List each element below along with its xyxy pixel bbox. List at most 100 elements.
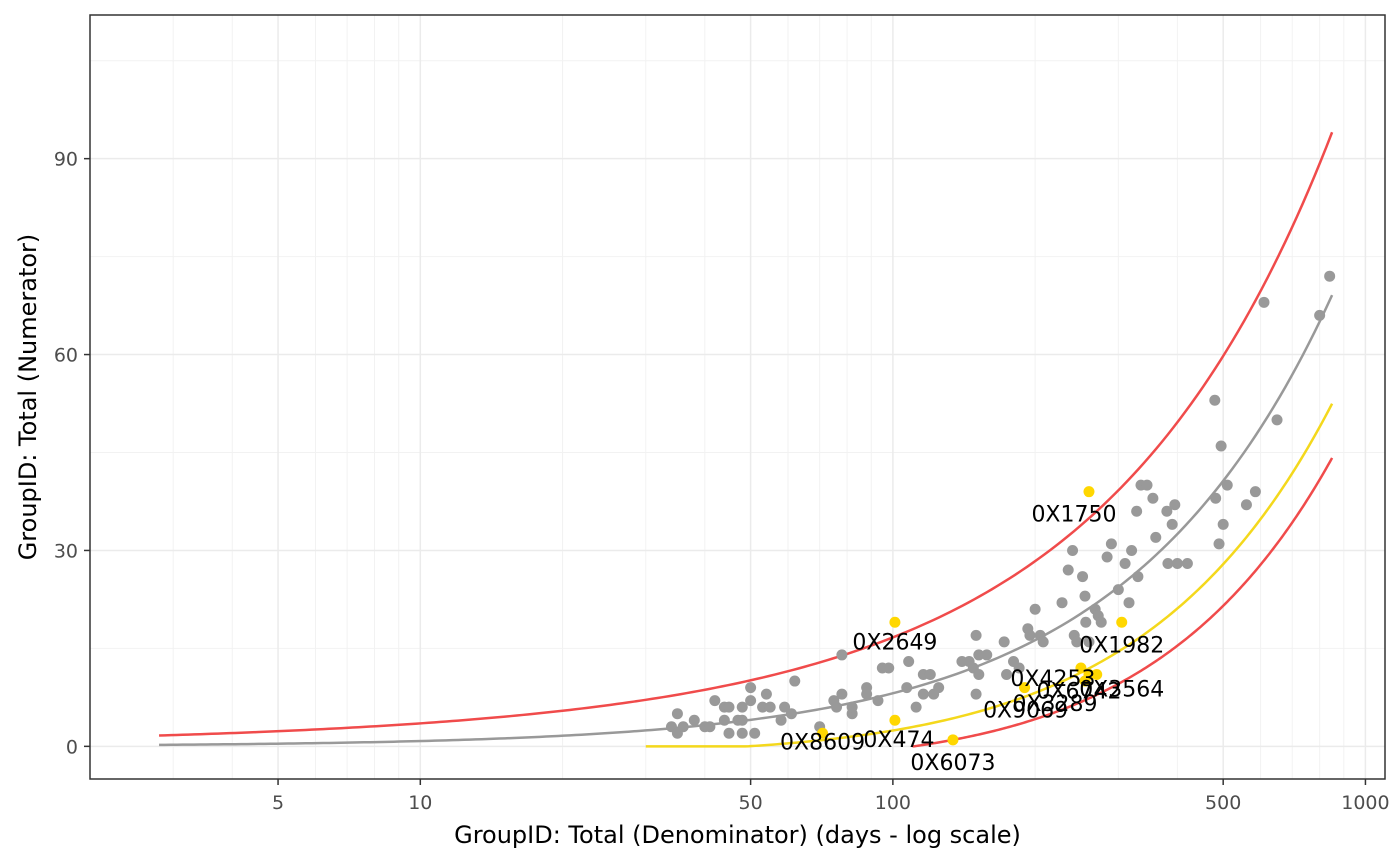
highlighted-point bbox=[1075, 662, 1087, 674]
data-point bbox=[749, 727, 761, 739]
data-point bbox=[1213, 538, 1225, 550]
data-point bbox=[1166, 518, 1178, 530]
data-point bbox=[745, 682, 757, 694]
data-point bbox=[1132, 571, 1144, 583]
minor-gridlines bbox=[90, 15, 1385, 779]
data-point bbox=[745, 695, 757, 707]
data-point bbox=[883, 662, 895, 674]
data-point bbox=[736, 727, 748, 739]
data-point bbox=[718, 714, 730, 726]
data-point bbox=[1101, 551, 1113, 563]
data-point bbox=[704, 721, 716, 733]
point-label: 0X9069 bbox=[983, 699, 1068, 724]
point-label: 0X4253 bbox=[1010, 667, 1095, 692]
data-point bbox=[1112, 584, 1124, 596]
data-point bbox=[1119, 558, 1131, 570]
data-point bbox=[1221, 479, 1233, 491]
data-point bbox=[757, 701, 769, 713]
highlighted-point bbox=[1083, 486, 1095, 498]
data-point bbox=[1314, 309, 1326, 321]
data-point bbox=[1071, 636, 1083, 648]
point-label: 0X1750 bbox=[1031, 503, 1116, 528]
point-label: 0X3289 bbox=[1012, 692, 1097, 717]
data-point bbox=[1162, 558, 1174, 570]
data-point bbox=[1079, 590, 1091, 602]
highlighted-point bbox=[889, 616, 901, 628]
data-point bbox=[677, 721, 689, 733]
highlighted-point bbox=[817, 727, 829, 739]
data-point bbox=[1131, 505, 1143, 517]
data-point bbox=[1249, 486, 1261, 498]
highlighted-point bbox=[1079, 675, 1091, 687]
data-point bbox=[1037, 636, 1049, 648]
data-point bbox=[998, 636, 1010, 648]
point-label: 0X2649 bbox=[852, 630, 937, 655]
plot-panel-border bbox=[89, 14, 1386, 780]
data-point bbox=[861, 688, 873, 700]
data-point bbox=[1150, 531, 1162, 543]
highlighted-point bbox=[947, 734, 959, 746]
data-point bbox=[836, 688, 848, 700]
y-tick-label: 30 bbox=[54, 540, 78, 562]
data-point bbox=[1095, 616, 1107, 628]
data-point bbox=[779, 701, 791, 713]
point-label: 0X1982 bbox=[1079, 633, 1164, 658]
data-point bbox=[775, 714, 787, 726]
y-axis-title: GroupID: Total (Numerator) bbox=[14, 234, 42, 561]
data-point bbox=[1001, 669, 1013, 681]
data-point bbox=[933, 682, 945, 694]
data-point bbox=[1141, 479, 1153, 491]
data-point bbox=[1077, 571, 1089, 583]
data-point bbox=[1169, 499, 1181, 511]
data-point bbox=[846, 701, 858, 713]
data-point bbox=[1024, 629, 1036, 641]
lower-limit-line bbox=[912, 457, 1334, 748]
data-point bbox=[970, 688, 982, 700]
x-tick-label: 10 bbox=[408, 792, 432, 814]
data-point bbox=[1080, 616, 1092, 628]
data-point bbox=[1171, 558, 1183, 570]
data-point bbox=[723, 727, 735, 739]
y-axis-ticks: 0 30 60 90 bbox=[54, 149, 90, 758]
data-point bbox=[736, 701, 748, 713]
x-axis-ticks: 5 10 50 100 500 1000 bbox=[272, 779, 1390, 814]
data-point bbox=[736, 714, 748, 726]
data-point bbox=[903, 655, 915, 667]
data-point bbox=[1056, 597, 1068, 609]
data-point bbox=[1217, 518, 1229, 530]
y-tick-label: 60 bbox=[54, 345, 78, 367]
x-tick-label: 500 bbox=[1205, 792, 1241, 814]
data-points bbox=[665, 270, 1336, 739]
point-label: 0X6073 bbox=[910, 751, 995, 776]
data-point bbox=[1324, 270, 1336, 282]
data-point bbox=[917, 688, 929, 700]
data-point bbox=[970, 629, 982, 641]
highlighted-point bbox=[1019, 682, 1031, 694]
data-point bbox=[981, 649, 993, 661]
data-point bbox=[1240, 499, 1252, 511]
point-label: 0X474 bbox=[863, 728, 934, 753]
data-point bbox=[1147, 492, 1159, 504]
data-point bbox=[709, 695, 721, 707]
x-axis-title: GroupID: Total (Denominator) (days - log… bbox=[454, 821, 1021, 849]
data-point bbox=[1013, 662, 1025, 674]
data-point bbox=[901, 682, 913, 694]
highlighted-point bbox=[1091, 669, 1103, 681]
data-point bbox=[760, 688, 772, 700]
data-point bbox=[1029, 603, 1041, 615]
data-point bbox=[924, 669, 936, 681]
y-tick-label: 90 bbox=[54, 149, 78, 171]
x-tick-label: 5 bbox=[272, 792, 284, 814]
point-label: 0X6742 bbox=[1036, 680, 1121, 705]
data-point bbox=[973, 669, 985, 681]
inner-lower-limit-line bbox=[645, 403, 1334, 748]
data-point bbox=[785, 708, 797, 720]
data-point bbox=[1083, 636, 1095, 648]
data-point bbox=[723, 701, 735, 713]
point-label: 0X8609 bbox=[780, 730, 865, 755]
data-point bbox=[789, 675, 801, 687]
major-gridlines bbox=[90, 15, 1385, 779]
data-point bbox=[910, 701, 922, 713]
